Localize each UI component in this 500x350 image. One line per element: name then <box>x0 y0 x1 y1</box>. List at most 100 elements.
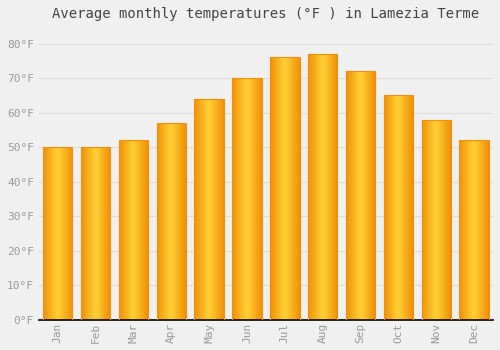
Bar <box>43 147 44 320</box>
Bar <box>312 54 313 320</box>
Bar <box>271 57 272 320</box>
Bar <box>239 78 240 320</box>
Bar <box>233 78 234 320</box>
Bar <box>160 123 162 320</box>
Bar <box>146 140 147 320</box>
Bar <box>398 96 400 320</box>
Bar <box>317 54 318 320</box>
Bar <box>48 147 49 320</box>
Bar <box>144 140 146 320</box>
Bar <box>210 99 211 320</box>
Bar <box>236 78 237 320</box>
Bar <box>440 120 441 320</box>
Bar <box>314 54 315 320</box>
Bar <box>332 54 334 320</box>
Bar <box>356 71 358 320</box>
Bar <box>243 78 244 320</box>
Bar <box>68 147 70 320</box>
Bar <box>206 99 207 320</box>
Bar <box>483 140 484 320</box>
Bar <box>204 99 205 320</box>
Bar <box>349 71 350 320</box>
Bar <box>256 78 257 320</box>
Bar <box>170 123 172 320</box>
Bar <box>174 123 175 320</box>
Bar <box>285 57 286 320</box>
Bar <box>422 120 424 320</box>
Bar <box>257 78 258 320</box>
Bar <box>241 78 242 320</box>
Bar <box>347 71 348 320</box>
Bar <box>460 140 462 320</box>
Bar <box>237 78 238 320</box>
Bar <box>360 71 362 320</box>
Bar <box>316 54 317 320</box>
Bar <box>83 147 84 320</box>
Bar <box>412 96 413 320</box>
Bar <box>400 96 402 320</box>
Bar <box>449 120 450 320</box>
Bar <box>252 78 253 320</box>
Bar <box>448 120 449 320</box>
Bar <box>473 140 474 320</box>
Bar <box>214 99 215 320</box>
Bar <box>124 140 126 320</box>
Bar <box>476 140 477 320</box>
Bar <box>436 120 438 320</box>
Bar <box>164 123 166 320</box>
Bar <box>58 147 59 320</box>
Bar <box>156 123 186 320</box>
Bar <box>118 140 120 320</box>
Bar <box>311 54 312 320</box>
Bar <box>488 140 489 320</box>
Bar <box>424 120 426 320</box>
Bar <box>282 57 283 320</box>
Bar <box>322 54 324 320</box>
Bar <box>346 71 347 320</box>
Bar <box>132 140 134 320</box>
Bar <box>134 140 136 320</box>
Bar <box>477 140 478 320</box>
Bar <box>248 78 249 320</box>
Bar <box>278 57 279 320</box>
Bar <box>441 120 442 320</box>
Bar <box>196 99 198 320</box>
Bar <box>64 147 66 320</box>
Bar <box>469 140 470 320</box>
Bar <box>273 57 274 320</box>
Bar <box>384 96 386 320</box>
Bar <box>479 140 480 320</box>
Bar <box>60 147 62 320</box>
Bar <box>362 71 364 320</box>
Bar <box>85 147 86 320</box>
Bar <box>102 147 104 320</box>
Bar <box>274 57 275 320</box>
Bar <box>258 78 259 320</box>
Bar <box>348 71 349 320</box>
Bar <box>200 99 202 320</box>
Bar <box>251 78 252 320</box>
Bar <box>202 99 203 320</box>
Bar <box>104 147 106 320</box>
Bar <box>324 54 326 320</box>
Bar <box>313 54 314 320</box>
Bar <box>326 54 328 320</box>
Bar <box>368 71 370 320</box>
Bar <box>445 120 446 320</box>
Bar <box>203 99 204 320</box>
Bar <box>108 147 110 320</box>
Bar <box>247 78 248 320</box>
Bar <box>136 140 138 320</box>
Bar <box>255 78 256 320</box>
Bar <box>270 57 300 320</box>
Bar <box>172 123 174 320</box>
Bar <box>82 147 83 320</box>
Bar <box>471 140 472 320</box>
Bar <box>411 96 412 320</box>
Bar <box>404 96 406 320</box>
Bar <box>358 71 360 320</box>
Bar <box>254 78 255 320</box>
Bar <box>51 147 52 320</box>
Bar <box>253 78 254 320</box>
Bar <box>232 78 262 320</box>
